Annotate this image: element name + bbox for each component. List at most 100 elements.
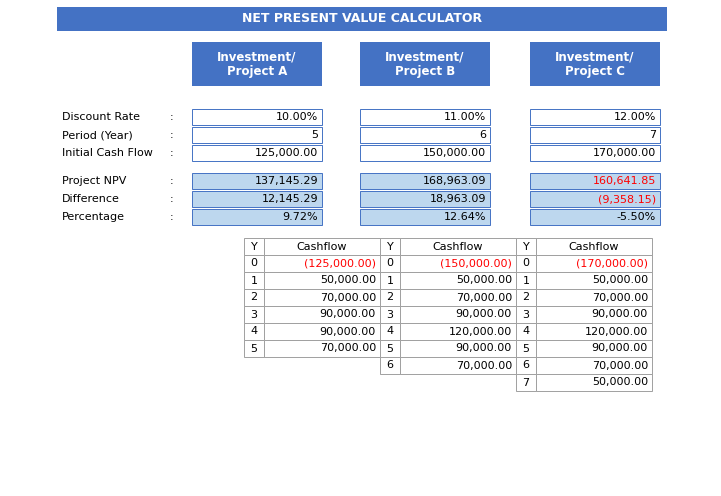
Text: 3: 3	[523, 310, 529, 319]
Text: 2: 2	[386, 293, 394, 303]
Text: 90,000.00: 90,000.00	[319, 326, 376, 336]
Text: 1: 1	[386, 275, 394, 286]
Bar	[192, 173, 322, 189]
Text: 168,963.09: 168,963.09	[423, 176, 486, 186]
Text: (125,000.00): (125,000.00)	[304, 258, 376, 268]
Bar	[192, 109, 322, 125]
Text: 70,000.00: 70,000.00	[456, 361, 512, 371]
Bar	[264, 255, 380, 272]
Bar	[530, 109, 660, 125]
Text: 125,000.00: 125,000.00	[255, 148, 318, 158]
Text: 70,000.00: 70,000.00	[592, 361, 648, 371]
Text: 4: 4	[386, 326, 394, 336]
Text: Y: Y	[386, 242, 394, 251]
Bar	[192, 191, 322, 207]
Text: Investment/
Project A: Investment/ Project A	[217, 50, 296, 78]
Bar	[400, 340, 516, 357]
Bar	[360, 145, 490, 161]
Text: 4: 4	[250, 326, 257, 336]
Text: 50,000.00: 50,000.00	[320, 275, 376, 286]
Text: 160,641.85: 160,641.85	[593, 176, 656, 186]
Text: Period (Year): Period (Year)	[62, 130, 133, 140]
Text: 70,000.00: 70,000.00	[319, 293, 376, 303]
Text: 90,000.00: 90,000.00	[456, 344, 512, 354]
Text: :: :	[170, 130, 174, 140]
Text: :: :	[170, 194, 174, 204]
Bar	[400, 255, 516, 272]
Text: 70,000.00: 70,000.00	[456, 293, 512, 303]
Bar	[244, 306, 264, 323]
Bar	[57, 7, 667, 31]
Text: 90,000.00: 90,000.00	[319, 310, 376, 319]
Text: 50,000.00: 50,000.00	[456, 275, 512, 286]
Text: 10.00%: 10.00%	[275, 112, 318, 122]
Bar	[536, 289, 652, 306]
Bar	[536, 255, 652, 272]
Bar	[530, 42, 660, 86]
Text: 90,000.00: 90,000.00	[592, 310, 648, 319]
Bar	[536, 340, 652, 357]
Text: 0: 0	[386, 258, 394, 268]
Bar	[516, 255, 536, 272]
Bar	[516, 306, 536, 323]
Text: 0: 0	[523, 258, 529, 268]
Text: 12.00%: 12.00%	[614, 112, 656, 122]
Text: 3: 3	[386, 310, 394, 319]
Text: (170,000.00): (170,000.00)	[576, 258, 648, 268]
Text: 6: 6	[523, 361, 529, 371]
Text: :: :	[170, 212, 174, 222]
Bar	[530, 209, 660, 225]
Bar	[516, 272, 536, 289]
Bar	[244, 238, 264, 255]
Bar	[380, 340, 400, 357]
Bar	[192, 42, 322, 86]
Text: 1: 1	[250, 275, 257, 286]
Bar	[244, 289, 264, 306]
Bar	[530, 127, 660, 143]
Text: Difference: Difference	[62, 194, 120, 204]
Text: 4: 4	[523, 326, 529, 336]
Text: :: :	[170, 176, 174, 186]
Text: Discount Rate: Discount Rate	[62, 112, 140, 122]
Bar	[400, 357, 516, 374]
Bar	[244, 255, 264, 272]
Text: :: :	[170, 148, 174, 158]
Text: 6: 6	[386, 361, 394, 371]
Bar	[516, 374, 536, 391]
Bar	[244, 272, 264, 289]
Text: 50,000.00: 50,000.00	[592, 275, 648, 286]
Bar	[264, 306, 380, 323]
Text: Investment/
Project C: Investment/ Project C	[555, 50, 634, 78]
Text: :: :	[170, 112, 174, 122]
Text: 9.72%: 9.72%	[283, 212, 318, 222]
Bar	[264, 238, 380, 255]
Text: 2: 2	[250, 293, 257, 303]
Bar	[516, 357, 536, 374]
Bar	[536, 238, 652, 255]
Bar	[400, 323, 516, 340]
Bar	[264, 323, 380, 340]
Bar	[192, 145, 322, 161]
Bar	[536, 323, 652, 340]
Bar	[536, 374, 652, 391]
Bar	[516, 289, 536, 306]
Bar	[536, 306, 652, 323]
Text: 137,145.29: 137,145.29	[255, 176, 318, 186]
Bar	[536, 357, 652, 374]
Text: Project NPV: Project NPV	[62, 176, 126, 186]
Bar	[360, 191, 490, 207]
Text: 7: 7	[649, 130, 656, 140]
Text: 90,000.00: 90,000.00	[592, 344, 648, 354]
Text: Cashflow: Cashflow	[433, 242, 483, 251]
Text: 0: 0	[250, 258, 257, 268]
Bar	[264, 272, 380, 289]
Text: 3: 3	[250, 310, 257, 319]
Text: 2: 2	[523, 293, 529, 303]
Text: 5: 5	[250, 344, 257, 354]
Bar	[244, 323, 264, 340]
Bar	[536, 272, 652, 289]
Text: -5.50%: -5.50%	[616, 212, 656, 222]
Text: NET PRESENT VALUE CALCULATOR: NET PRESENT VALUE CALCULATOR	[242, 12, 482, 25]
Text: 120,000.00: 120,000.00	[585, 326, 648, 336]
Text: 70,000.00: 70,000.00	[319, 344, 376, 354]
